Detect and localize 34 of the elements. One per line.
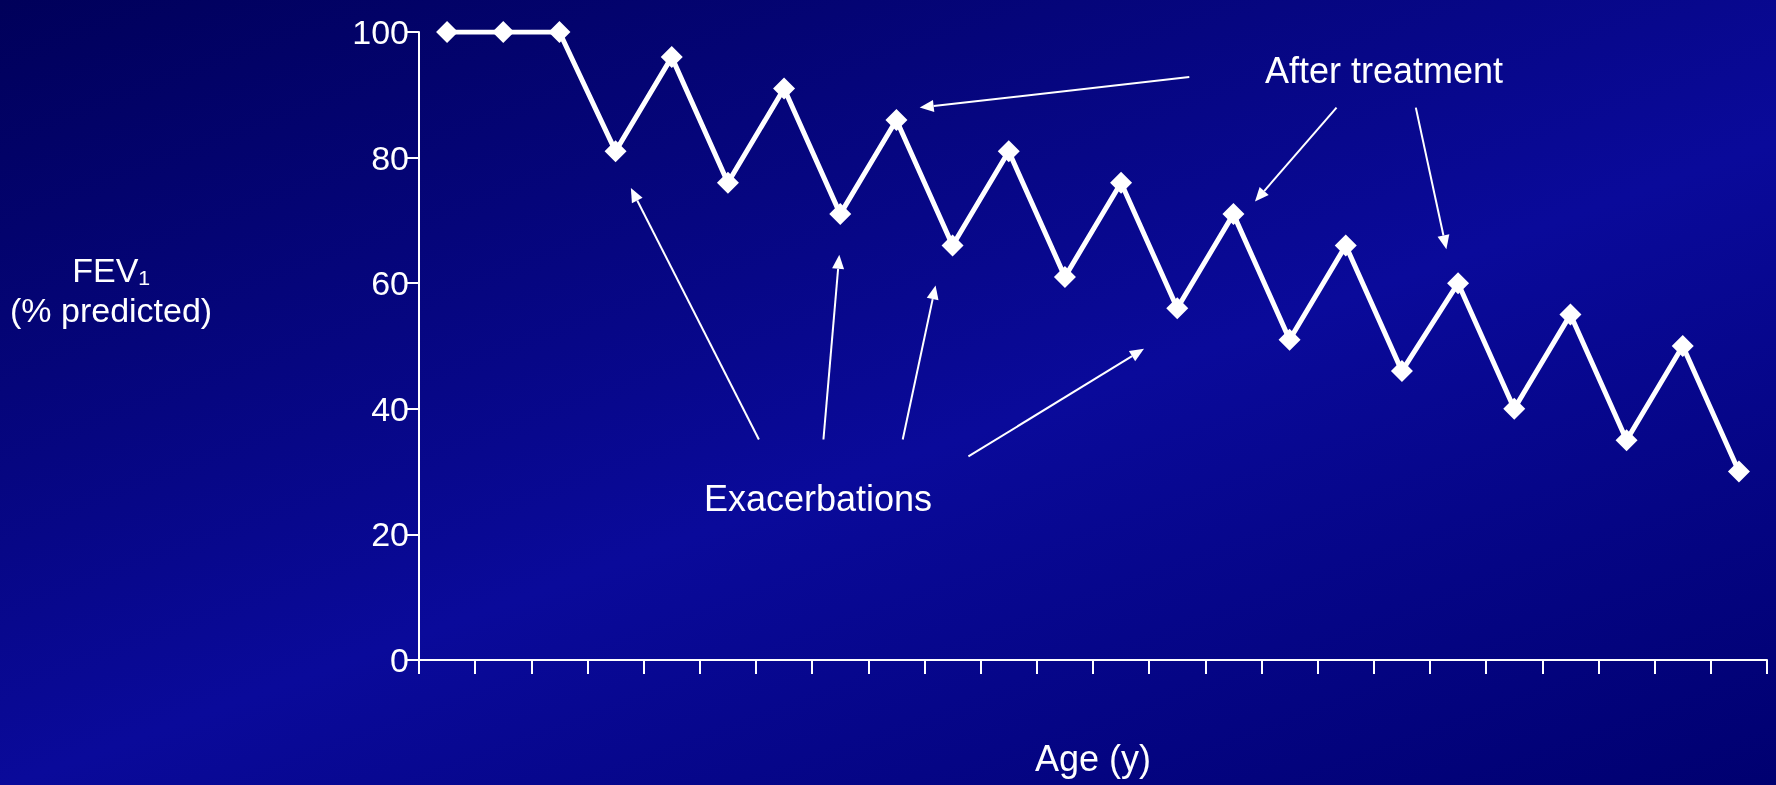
y-tick-label: 100: [352, 13, 409, 51]
point: [1278, 328, 1301, 351]
y-tick-label: 60: [371, 264, 409, 303]
point: [1559, 303, 1582, 326]
point: [1671, 335, 1694, 357]
y-tick-label: 40: [371, 389, 409, 428]
annotation: After treatment: [1264, 49, 1504, 91]
y-tick-label: 20: [371, 515, 409, 554]
point: [1615, 429, 1638, 452]
point: [492, 21, 515, 43]
annotation: Exacerbations: [703, 477, 933, 519]
point: [1222, 203, 1245, 226]
point: [436, 21, 459, 43]
point: [1503, 397, 1526, 420]
point: [660, 46, 683, 69]
y-tick-label: 0: [390, 641, 409, 679]
point: [1334, 234, 1357, 257]
point: [1390, 360, 1413, 383]
point: [773, 77, 796, 100]
x-axis-title: Age (y): [1034, 737, 1152, 779]
point: [941, 234, 964, 257]
point: [1166, 297, 1189, 320]
point: [1110, 171, 1133, 194]
point: [716, 171, 739, 194]
y-tick-label: 80: [371, 138, 409, 177]
point: [548, 21, 571, 43]
point: [885, 108, 908, 131]
point: [1053, 265, 1076, 288]
y-axis-title: FEV₁ (% predicted): [9, 251, 213, 329]
point: [604, 140, 627, 163]
point: [1727, 460, 1750, 483]
point: [1447, 272, 1470, 295]
point: [829, 203, 852, 226]
point: [997, 140, 1020, 163]
